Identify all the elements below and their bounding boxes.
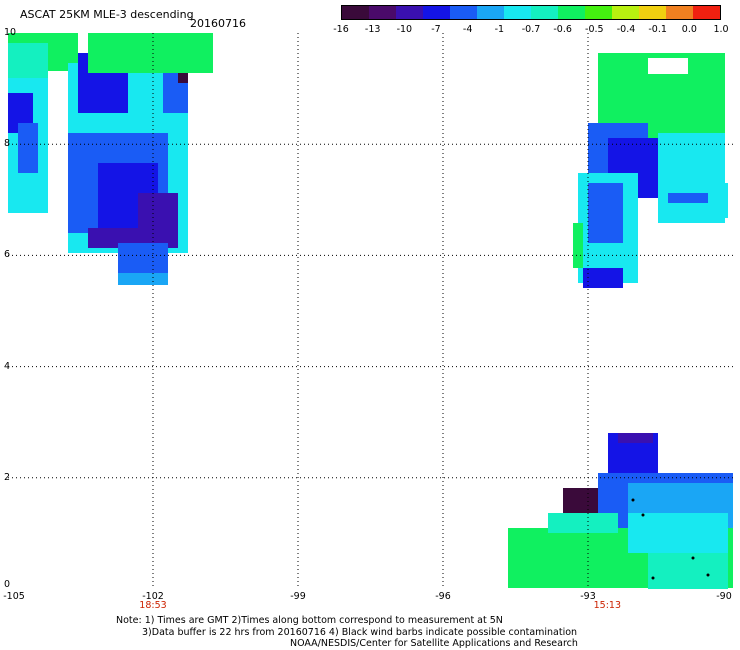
swath-cell <box>648 553 728 589</box>
color-scale-label: -10 <box>396 24 413 35</box>
color-scale-segment <box>693 6 720 19</box>
swath-cell <box>648 58 688 74</box>
grid-lines <box>8 33 733 589</box>
swath-cell <box>178 73 188 83</box>
swath-cell <box>118 273 168 285</box>
color-scale-label: 0.0 <box>681 24 697 35</box>
color-scale-label: -0.7 <box>521 24 541 35</box>
color-scale-segment <box>423 6 450 19</box>
latitude-label: 0 <box>4 579 11 590</box>
pass-time-label: 15:13 <box>593 600 622 611</box>
wind-barb-mark <box>706 573 710 577</box>
color-scale-label: -0.1 <box>648 24 667 35</box>
latitude-label: 2 <box>4 471 11 483</box>
swath-cell <box>628 513 728 553</box>
color-scale-label: -13 <box>364 24 381 35</box>
pass-time-label: 18:53 <box>139 600 167 611</box>
color-scale-segment <box>450 6 477 19</box>
wind-barb-mark <box>651 576 655 580</box>
longitude-label: -102 <box>142 591 164 602</box>
color-scale-segment <box>639 6 666 19</box>
color-scale-segment <box>612 6 639 19</box>
color-scale-label: -0.5 <box>585 24 604 35</box>
contamination-marks <box>631 498 710 580</box>
swath-cell <box>668 193 708 203</box>
swath-cell <box>573 223 583 268</box>
color-scale-label: -16 <box>333 24 349 35</box>
note-line-3: NOAA/NESDIS/Center for Satellite Applica… <box>290 638 578 649</box>
wind-barb-mark <box>691 556 695 560</box>
swath-cell <box>18 123 38 173</box>
swath-cell <box>8 43 48 83</box>
longitude-label: -90 <box>716 591 732 602</box>
color-scale-labels: -16 -13 -10 -7 -4 -1 -0.7 -0.6 -0.5 -0.4 -0.1 0.0 1.… <box>333 24 728 36</box>
color-scale-segment <box>477 6 504 19</box>
swath-cell <box>713 183 728 218</box>
color-scale-label: -7 <box>431 24 441 35</box>
note-line-2: 3)Data buffer is 22 hrs from 20160716 4)… <box>142 626 578 638</box>
note-line-1: Note: 1) Times are GMT 2)Times along bot… <box>116 615 503 626</box>
swath-cell <box>548 513 618 533</box>
color-scale-segment <box>531 6 558 19</box>
longitude-label: -105 <box>3 591 25 602</box>
color-scale-label: -4 <box>462 24 473 35</box>
longitude-label: -96 <box>435 591 451 602</box>
chart-title: ASCAT 25KM MLE-3 descending <box>20 8 194 21</box>
longitude-label: -93 <box>580 591 596 602</box>
longitude-label: -99 <box>290 591 306 602</box>
color-scale-segment <box>504 6 531 19</box>
chart-date: 20160716 <box>190 17 246 30</box>
color-scale-label: -0.6 <box>553 24 572 35</box>
data-swaths <box>8 33 733 589</box>
color-scale-bar <box>341 5 721 20</box>
wind-barb-mark <box>641 513 645 517</box>
color-scale-segment <box>666 6 693 19</box>
color-scale-label: -0.4 <box>616 24 636 35</box>
color-scale-segment <box>396 6 423 19</box>
color-scale-segment <box>342 6 369 19</box>
color-scale-segment <box>558 6 585 19</box>
map-plot-area <box>8 33 733 589</box>
swath-cell <box>588 183 623 243</box>
latitude-label: 10 <box>4 27 17 38</box>
color-scale-label: -1 <box>494 24 505 35</box>
swath-cell <box>618 433 653 443</box>
wind-barb-mark <box>631 498 635 502</box>
latitude-label: 8 <box>4 138 11 150</box>
color-scale-label: 1.0 <box>713 24 729 35</box>
color-scale-segment <box>585 6 612 19</box>
color-scale-segment <box>369 6 396 19</box>
swath-cell <box>168 58 208 70</box>
swath-cell <box>583 268 623 288</box>
latitude-label: 4 <box>4 360 11 372</box>
latitude-label: 6 <box>4 249 11 261</box>
